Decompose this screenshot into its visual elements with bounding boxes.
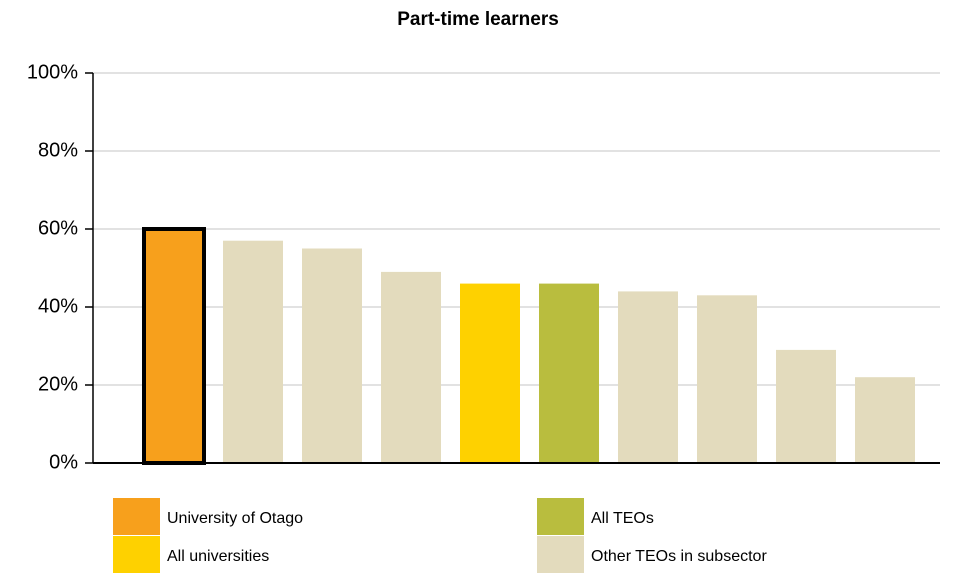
bar xyxy=(302,248,362,463)
bar xyxy=(855,377,915,463)
bar xyxy=(776,349,836,463)
y-tick-label: 100% xyxy=(27,61,78,83)
bar xyxy=(697,295,757,463)
chart-title: Part-time learners xyxy=(397,9,559,30)
y-tick-label: 80% xyxy=(38,139,78,161)
y-tick-label: 20% xyxy=(38,373,78,395)
legend-label: All TEOs xyxy=(591,510,654,527)
bar xyxy=(381,271,441,463)
legend-label: Other TEOs in subsector xyxy=(591,548,767,565)
legend-label: All universities xyxy=(167,548,269,565)
y-tick-label: 40% xyxy=(38,295,78,317)
bar xyxy=(142,227,206,465)
legend-swatch xyxy=(113,498,160,535)
bar xyxy=(223,240,283,463)
legend-swatch xyxy=(113,536,160,573)
bar xyxy=(618,291,678,463)
legend-swatch xyxy=(537,498,584,535)
bar xyxy=(460,283,520,463)
legend-swatch xyxy=(537,536,584,573)
y-tick-label: 60% xyxy=(38,217,78,239)
legend-label: University of Otago xyxy=(167,510,303,527)
bar xyxy=(539,283,599,463)
y-tick-label: 0% xyxy=(49,451,78,473)
